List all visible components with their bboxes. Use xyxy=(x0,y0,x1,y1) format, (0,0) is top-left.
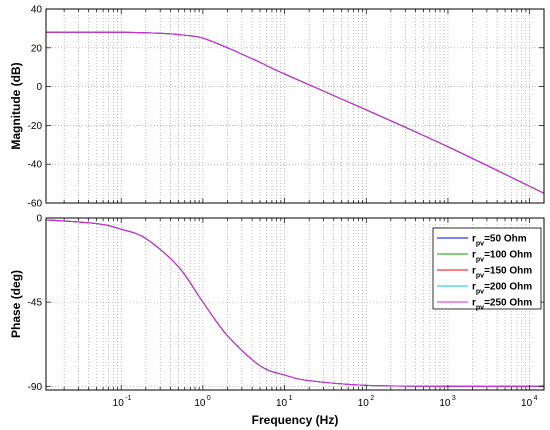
x-axis-label: Frequency (Hz) xyxy=(252,413,339,427)
y-tick-label: 40 xyxy=(31,5,43,16)
magnitude-y-axis-label: Magnitude (dB) xyxy=(9,62,23,149)
x-tick-label: 10 xyxy=(194,398,206,409)
x-tick-label: 10 xyxy=(521,398,533,409)
y-tick-label: -90 xyxy=(28,382,43,393)
legend-label: rpv=150 Ohm xyxy=(472,266,532,280)
y-tick-label: 20 xyxy=(31,43,43,54)
x-tick-label: 10 xyxy=(358,398,370,409)
legend-entries: rpv=50 Ohm rpv=100 Ohm rpv=150 Ohm rpv=200 … xyxy=(437,234,532,312)
series-line xyxy=(45,31,545,194)
x-tick-label: 10 xyxy=(113,398,125,409)
phase-x-ticks: 10 -1 10 0 10 1 10 2 10 3 10 4 xyxy=(63,218,538,409)
legend: rpv=50 Ohm rpv=100 Ohm rpv=150 Ohm rpv=200 … xyxy=(432,227,542,312)
y-tick-label: 0 xyxy=(36,214,42,225)
phase-y-axis-label: Phase (deg) xyxy=(9,270,23,338)
x-tick-exponent: 0 xyxy=(207,395,211,402)
x-tick-exponent: 4 xyxy=(534,395,538,402)
legend-label: rpv=200 Ohm xyxy=(472,282,532,296)
magnitude-series xyxy=(45,31,545,194)
magnitude-y-ticks: 40 20 0 -20 -40 -60 xyxy=(28,5,544,210)
magnitude-plot-frame xyxy=(45,8,545,204)
y-tick-label: -60 xyxy=(28,199,43,210)
x-tick-exponent: 3 xyxy=(452,395,456,402)
y-tick-label: -20 xyxy=(28,121,43,132)
x-tick-label: 10 xyxy=(439,398,451,409)
y-tick-label: -45 xyxy=(28,298,43,309)
legend-label: rpv=250 Ohm xyxy=(472,298,532,312)
series-line xyxy=(45,219,545,387)
phase-series xyxy=(45,219,545,387)
magnitude-plot-background xyxy=(46,9,544,203)
phase-y-ticks: 0 -45 -90 xyxy=(28,214,544,393)
x-tick-exponent: -1 xyxy=(125,395,131,402)
legend-label: rpv=50 Ohm xyxy=(472,234,527,248)
x-tick-exponent: 1 xyxy=(289,395,293,402)
magnitude-grid xyxy=(46,9,544,203)
legend-label: rpv=100 Ohm xyxy=(472,250,532,264)
magnitude-plot: 40 20 0 -20 -40 -60 Magnitude (dB) xyxy=(9,5,545,210)
y-tick-label: -40 xyxy=(28,160,43,171)
y-tick-label: 0 xyxy=(36,82,42,93)
phase-grid xyxy=(46,218,544,390)
legend-box xyxy=(432,227,542,310)
x-tick-exponent: 2 xyxy=(370,395,374,402)
magnitude-x-tick-marks xyxy=(63,9,530,203)
x-tick-label: 10 xyxy=(276,398,288,409)
phase-plot-frame xyxy=(45,217,545,391)
